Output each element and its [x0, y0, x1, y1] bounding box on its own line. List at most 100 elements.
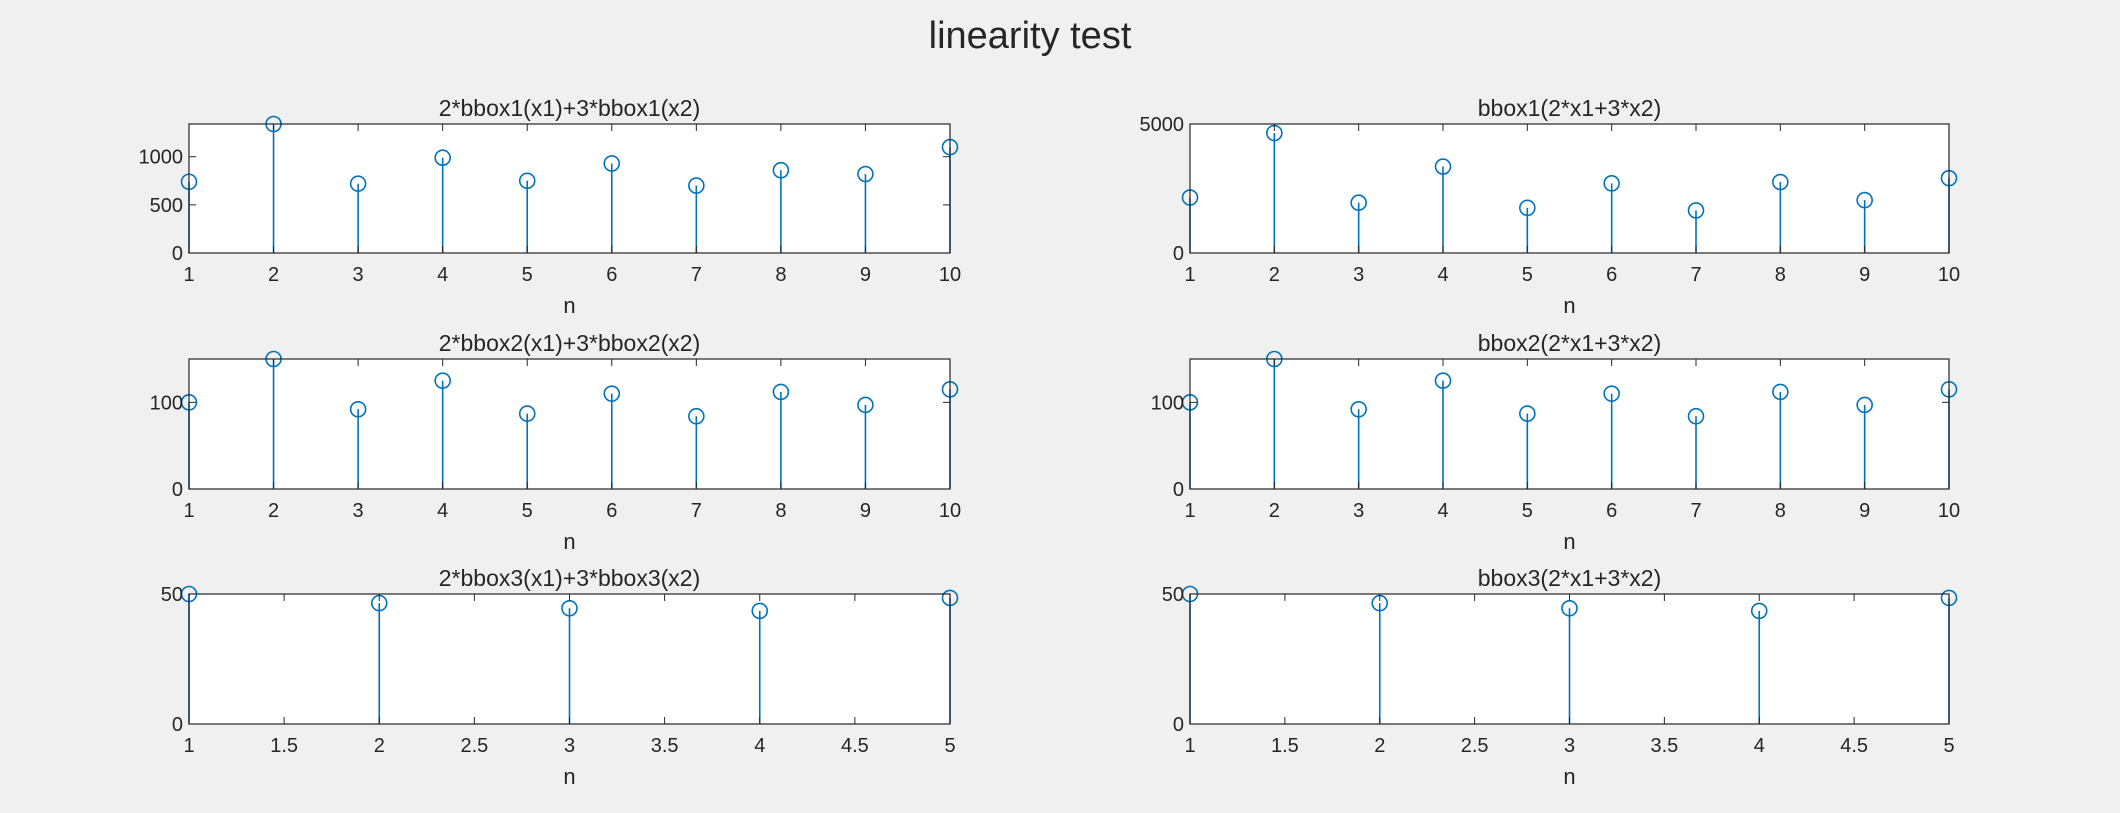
stem-marker: [349, 400, 367, 418]
x-tick-label: 7: [1690, 500, 1701, 522]
stem-marker: [1519, 405, 1536, 422]
x-tick-label: 10: [939, 500, 961, 522]
x-tick-label: 2: [268, 264, 279, 286]
subplot-title: 2*bbox1(x1)+3*bbox1(x2): [439, 95, 700, 121]
plot-area: [1190, 359, 1949, 489]
figure-title: linearity test: [929, 15, 1132, 57]
stem-marker: [518, 172, 536, 190]
x-tick-label: 1: [1184, 735, 1195, 757]
x-tick-label: 10: [1938, 500, 1960, 522]
stem-marker: [1603, 175, 1620, 192]
stem-marker: [1687, 407, 1705, 425]
x-tick-label: 8: [1775, 500, 1786, 522]
y-tick-label: 0: [1173, 714, 1184, 736]
x-tick-label: 6: [1606, 264, 1617, 286]
stem-marker: [349, 175, 367, 192]
x-tick-label: 4: [754, 735, 765, 757]
x-tick-label: 7: [691, 500, 702, 522]
x-tick-label: 1.5: [270, 735, 298, 757]
stem-marker: [1856, 191, 1873, 209]
plot-area: [189, 124, 950, 253]
x-tick-label: 2.5: [460, 735, 488, 757]
x-axis-label: n: [563, 529, 575, 554]
y-tick-label: 0: [172, 714, 183, 736]
x-tick-label: 2: [374, 735, 385, 757]
subplot-title: bbox1(2*x1+3*x2): [1478, 95, 1661, 121]
x-tick-label: 9: [860, 264, 871, 286]
x-tick-label: 1: [183, 735, 194, 757]
x-tick-label: 2: [1269, 264, 1280, 286]
subplot-grid: 2*bbox1(x1)+3*bbox1(x2)1 2 3 4 5 6 7 8 9 10050010…: [139, 95, 1961, 789]
y-tick-label: 50: [161, 584, 183, 606]
axes-box: [1189, 123, 1950, 254]
x-tick-label: 4.5: [841, 735, 869, 757]
axes-box: [1189, 358, 1950, 490]
x-tick-label: 4: [437, 264, 448, 286]
x-tick-label: 4: [1437, 264, 1448, 286]
subplot-5: 2*bbox3(x1)+3*bbox3(x2) 1 1.5 2 2.5 3 3.5 4 4.5 5…: [161, 565, 959, 789]
y-tick-label: 0: [1173, 243, 1184, 265]
x-tick-label: 6: [606, 500, 617, 522]
stem-marker: [1603, 385, 1620, 402]
y-tick-label: 1000: [139, 147, 184, 169]
x-tick-label: 2: [1374, 735, 1385, 757]
y-tick-label: 50: [1162, 584, 1184, 606]
x-tick-label: 1: [1184, 500, 1195, 522]
x-tick-label: 3: [353, 500, 364, 522]
stem-marker: [1434, 372, 1452, 389]
stem-marker: [1750, 602, 1768, 620]
x-axis-label: n: [1563, 293, 1575, 318]
subplot-1: 2*bbox1(x1)+3*bbox1(x2) 1 2 3 4 5 6 7 8 9 10 0 500 10…: [139, 95, 962, 318]
y-tick-label: 100: [1151, 392, 1184, 414]
y-tick-label: 500: [150, 195, 183, 217]
x-tick-label: 2.5: [1461, 735, 1489, 757]
x-tick-label: 9: [860, 500, 871, 522]
x-tick-label: 3: [1353, 264, 1364, 286]
x-tick-label: 10: [939, 264, 961, 286]
x-tick-label: 4: [1437, 500, 1448, 522]
x-tick-label: 3.5: [1650, 735, 1678, 757]
stem-marker: [688, 177, 705, 194]
stem-marker: [1687, 202, 1705, 219]
x-tick-label: 1: [183, 500, 194, 522]
stem-marker: [1772, 173, 1789, 191]
x-tick-label: 5: [1943, 735, 1954, 757]
x-tick-label: 7: [691, 264, 702, 286]
axes-box: [188, 593, 951, 725]
x-tick-label: 4: [1754, 735, 1765, 757]
x-tick-label: 5: [944, 735, 955, 757]
x-tick-label: 4: [437, 500, 448, 522]
x-tick-label: 9: [1859, 264, 1870, 286]
x-tick-label: 8: [1775, 264, 1786, 286]
y-tick-label: 5000: [1140, 114, 1185, 136]
stem-marker: [518, 405, 536, 422]
x-tick-label: 3: [1564, 735, 1575, 757]
stem-marker: [434, 372, 451, 389]
stem-marker: [1856, 396, 1873, 414]
x-tick-label: 1: [1184, 264, 1195, 286]
x-axis-label: n: [563, 764, 575, 789]
stem-marker: [688, 407, 705, 425]
x-tick-label: 1.5: [1271, 735, 1299, 757]
x-tick-label: 8: [775, 500, 786, 522]
x-tick-label: 3: [353, 264, 364, 286]
axes-box: [1189, 593, 1950, 725]
x-tick-label: 6: [606, 264, 617, 286]
x-axis-label: n: [1563, 529, 1575, 554]
stem-marker: [603, 155, 621, 172]
stem-marker: [1519, 199, 1536, 217]
subplot-2: bbox1(2*x1+3*x2) 1 2 3 4 5 6 7 8 9 10 0 5000 n: [1140, 95, 1961, 318]
x-tick-label: 3: [1353, 500, 1364, 522]
subplot-title: bbox3(2*x1+3*x2): [1478, 565, 1661, 591]
x-tick-label: 3.5: [651, 735, 679, 757]
stem-marker: [1434, 158, 1452, 175]
x-tick-label: 10: [1938, 264, 1960, 286]
plot-area: [1190, 124, 1949, 253]
stem-marker: [857, 165, 874, 183]
x-axis-label: n: [563, 293, 575, 318]
stem-marker: [434, 149, 451, 166]
x-tick-label: 5: [1522, 500, 1533, 522]
